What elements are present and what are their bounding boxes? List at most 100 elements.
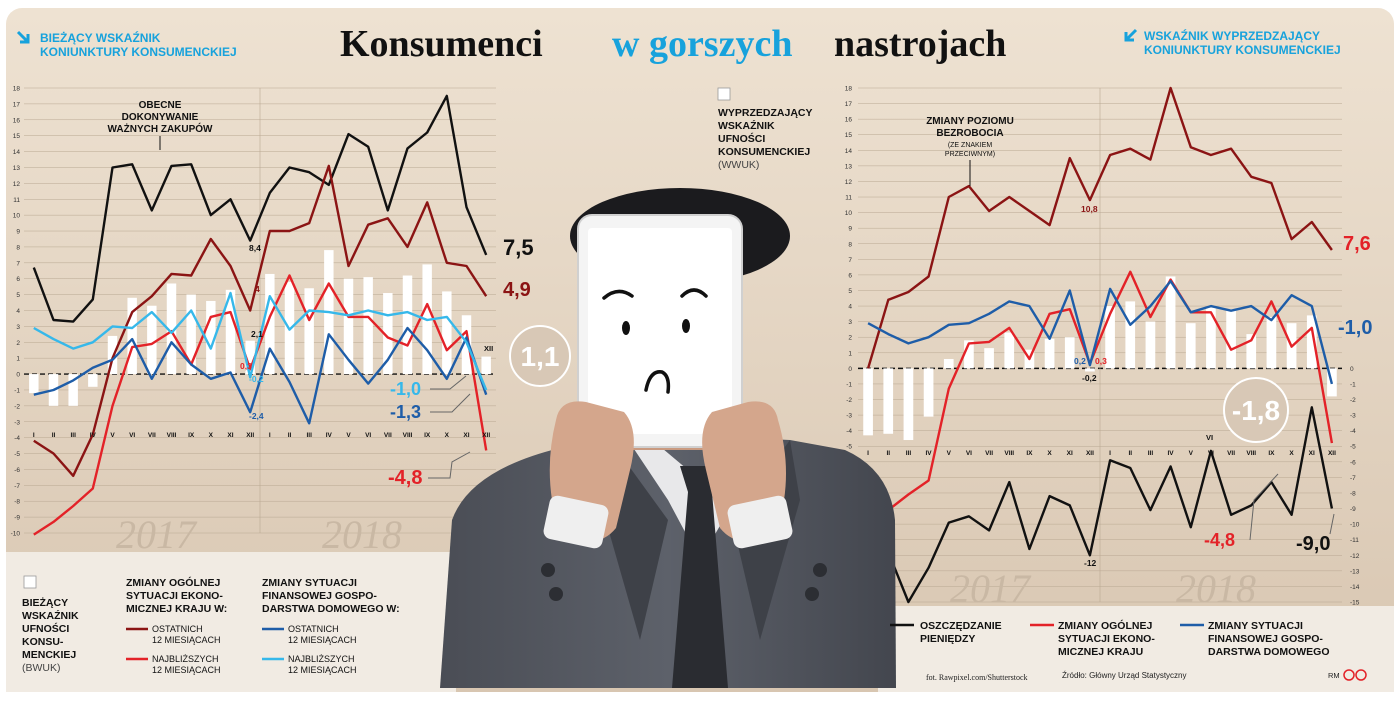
right-wwuk-line3: UFNOŚCI [718,132,765,145]
right-bar [1206,307,1216,369]
right-bar [1306,315,1317,369]
left-bar [68,374,78,406]
header-right-line1: WSKAŹNIK WYPRZEDZAJĄCY [1144,28,1320,43]
right-bar [1105,306,1115,369]
right-bar [984,348,994,369]
right-bar [964,340,974,369]
left-bar [107,335,118,375]
right-y-tick-label: 1 [848,350,852,357]
left-bar [225,289,236,375]
right-year-2017: 2017 [950,566,1032,611]
right-y-tick-label: 10 [845,210,853,217]
right-y-tick-label: 15 [845,132,853,139]
left-end-label-black: 7,5 [503,235,534,260]
right-bar [1165,276,1176,369]
right-bar [863,368,873,436]
legend-r-item2-line2: SYTUACJI EKONO- [1058,633,1155,645]
right-end-label-dark-red: 7,6 [1343,233,1371,255]
left-y-tick-label: -3 [14,419,20,426]
face-mouth [644,370,671,394]
header-left-line2: KONIUNKTURY KONSUMENCKIEJ [40,45,237,59]
right-y-tick-label: 13 [845,163,853,170]
left-y-tick-label: 1 [16,356,20,363]
left-x-tick-label: VII [148,432,156,439]
right-x-tick-label: V [1189,450,1194,457]
left-y-tick-label: 2 [16,340,20,347]
right-y-tick-label: 17 [845,101,853,108]
right-x-tick-label: X [1289,450,1294,457]
left-bar [186,294,196,375]
left-y-tick-label: 9 [16,229,20,236]
right-x-tick-label: XII [1086,450,1094,457]
bwuk-line6: (BWUK) [22,662,61,674]
right-y-tick-label-outer: -2 [1350,397,1356,404]
legend-group-economy: ZMIANY OGÓLNEJ SYTUACJI EKONO- MICZNEJ K… [126,576,227,675]
left-year-2018: 2018 [322,512,402,557]
right-x-tick-label: VI [966,450,972,457]
left-bar [127,297,137,375]
left-bar [245,340,255,375]
left-x-tick-label: V [110,432,115,439]
legend-g1-title3: MICZNEJ KRAJU W: [126,603,227,615]
left-leader-lines [428,375,471,479]
left-y-tick-label: 18 [13,86,21,93]
right-bar [923,368,934,417]
arrow-down-left-icon [1124,28,1138,42]
right-wwuk-line1: WYPRZEDZAJĄCY [718,107,813,119]
source-credit: Źródło: Główny Urząd Statystyczny [1062,671,1186,680]
right-leader-lines [1249,473,1335,541]
right-y-tick-label-outer: -7 [1350,475,1356,482]
left-y-tick-label: -10 [11,531,21,538]
right-y-tick-label-outer: -8 [1350,490,1356,497]
photo-credit: fot. Rawpixel.com/Shutterstock [926,673,1028,682]
right-chart: -15-14-13-12-11-10-9-8-7-6-5-4-3-2-10123… [843,86,1360,607]
right-y-tick-label-outer: -5 [1350,444,1356,451]
right-y-tick-label-outer: -10 [1350,522,1360,529]
right-bar [1004,332,1015,369]
right-bar [1044,338,1055,369]
right-lines [866,86,1334,604]
bwuk-line5: MENCKIEJ [22,649,76,661]
left-x-tick-label: VIII [167,432,177,439]
right-series-line-2 [867,270,1334,526]
right-bar [883,368,894,434]
left-y-tick-label: -1 [14,387,20,394]
right-x-tick-label: VI [1208,450,1214,457]
cuff-left [543,495,609,549]
title-part2: w gorszych [612,23,792,65]
left-y-tick-label: -9 [14,515,20,522]
legend-panel-right [878,606,1394,692]
right-series-line-1 [867,406,1334,604]
left-point-label-dark-red: 4 [255,284,260,294]
right-circle-value: -1,8 [1232,395,1280,426]
right-x-tick-label: VII [985,450,993,457]
legend-g1-item1b: 12 MIESIĄCACH [152,635,221,645]
left-x-tick-label: III [306,432,312,439]
left-bar [147,305,157,375]
face-eye-left [622,321,630,335]
right-y-tick-label-outer: -9 [1350,506,1356,513]
left-chart: -10-9-8-7-6-5-4-3-2-10123456789101112131… [11,86,496,538]
left-y-tick-label: 17 [13,101,21,108]
left-point-label-bars: 2,1 [251,329,263,339]
left-bar [265,273,275,375]
left-y-tick-label: 11 [13,197,20,204]
left-end-label-light-blue: -1,0 [390,379,421,399]
legend-r-item2-line3: MICZNEJ KRAJU [1058,646,1143,658]
right-bar [1226,309,1236,369]
right-x-tick-label: VIII [1246,450,1256,457]
left-y-tick-label: -4 [14,435,20,442]
page-title: Konsumenci w gorszych nastrojach [340,23,1006,65]
tie [672,466,728,688]
legend-right: OSZCZĘDZANIE PIENIĘDZY ZMIANY OGÓLNEJ SY… [890,619,1330,658]
right-y-tick-label-outer: 0 [1350,366,1354,373]
left-y-tick-label: 13 [13,165,21,172]
right-point-label-dark-red: 10,8 [1081,204,1098,214]
legend-g2-title2: FINANSOWEJ GOSPO- [262,590,377,602]
left-bar [383,293,393,375]
left-y-tick-label: 14 [13,149,21,156]
right-point-label-blue: 0,2 [1074,356,1086,366]
legend-r-item1-line1: OSZCZĘDZANIE [920,620,1002,632]
left-y-tick-label: 7 [16,260,20,267]
right-x-tick-label: III [1148,450,1154,457]
